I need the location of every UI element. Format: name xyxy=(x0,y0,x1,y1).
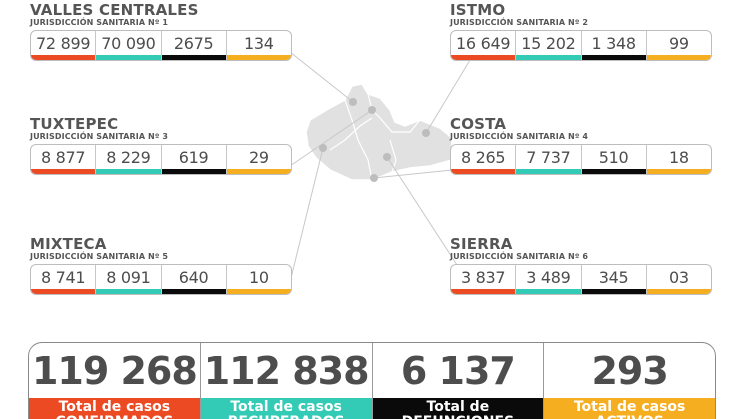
deaths-cell: 1 348 xyxy=(581,31,647,60)
region-name: SIERRA xyxy=(450,235,513,253)
active-cell: 03 xyxy=(646,265,711,294)
confirmed-cell: 8 741 xyxy=(31,265,97,294)
total-recovered-label: Total de casos RECUPERADOS xyxy=(200,398,372,419)
confirmed-value: 16 649 xyxy=(456,34,511,53)
region-tuxtepec: TUXTEPEC JURISDICCIÓN SANITARIA Nº 3 8 8… xyxy=(30,117,292,175)
total-active-label: Total de casos ACTIVOS xyxy=(544,398,715,419)
region-mixteca: MIXTECA JURISDICCIÓN SANITARIA Nº 5 8 74… xyxy=(30,237,292,295)
region-name: ISTMO xyxy=(450,1,506,19)
deaths-cell: 619 xyxy=(161,145,227,174)
active-cell: 134 xyxy=(226,31,291,60)
region-stats: 72 899 70 090 2675 134 xyxy=(30,30,292,61)
deaths-value: 345 xyxy=(598,268,629,287)
confirmed-value: 8 265 xyxy=(460,148,506,167)
active-value: 18 xyxy=(668,148,689,167)
total-recovered: 112 838 Total de casos RECUPERADOS xyxy=(200,343,373,419)
confirmed-cell: 72 899 xyxy=(31,31,97,60)
region-jurisdiction: JURISDICCIÓN SANITARIA Nº 1 xyxy=(30,18,169,27)
recovered-value: 3 489 xyxy=(526,268,571,287)
recovered-value: 7 737 xyxy=(526,148,571,167)
deaths-cell: 345 xyxy=(581,265,647,294)
confirmed-value: 8 741 xyxy=(40,268,86,287)
recovered-value: 8 091 xyxy=(106,268,151,287)
total-deaths-value: 6 137 xyxy=(400,348,516,393)
active-cell: 99 xyxy=(646,31,711,60)
region-sierra: SIERRA JURISDICCIÓN SANITARIA Nº 6 3 837… xyxy=(450,237,712,295)
region-jurisdiction: JURISDICCIÓN SANITARIA Nº 3 xyxy=(30,132,169,141)
confirmed-cell: 16 649 xyxy=(451,31,517,60)
recovered-cell: 8 229 xyxy=(96,145,162,174)
region-stats: 8 741 8 091 640 10 xyxy=(30,264,292,295)
active-cell: 10 xyxy=(226,265,291,294)
total-deaths: 6 137 Total de DEFUNCIONES xyxy=(372,343,545,419)
active-value: 29 xyxy=(248,148,269,167)
total-deaths-label: Total de DEFUNCIONES xyxy=(372,398,544,419)
recovered-value: 15 202 xyxy=(521,34,576,53)
region-stats: 3 837 3 489 345 03 xyxy=(450,264,712,295)
region-istmo: ISTMO JURISDICCIÓN SANITARIA Nº 2 16 649… xyxy=(450,3,712,61)
map-shape xyxy=(305,83,453,181)
recovered-cell: 7 737 xyxy=(516,145,582,174)
deaths-cell: 2675 xyxy=(161,31,227,60)
total-active-value: 293 xyxy=(591,348,668,393)
region-name: VALLES CENTRALES xyxy=(30,1,199,19)
confirmed-value: 3 837 xyxy=(460,268,506,287)
active-value: 03 xyxy=(668,268,689,287)
recovered-cell: 70 090 xyxy=(96,31,162,60)
region-jurisdiction: JURISDICCIÓN SANITARIA Nº 4 xyxy=(450,132,589,141)
totals-panel: 119 268 Total de casos CONFIRMADOS 112 8… xyxy=(28,342,716,419)
region-stats: 8 877 8 229 619 29 xyxy=(30,144,292,175)
recovered-cell: 15 202 xyxy=(516,31,582,60)
confirmed-value: 72 899 xyxy=(36,34,91,53)
deaths-cell: 510 xyxy=(581,145,647,174)
region-name: TUXTEPEC xyxy=(30,115,119,133)
region-name: MIXTECA xyxy=(30,235,107,253)
total-confirmed-value: 119 268 xyxy=(31,348,198,393)
active-value: 99 xyxy=(668,34,689,53)
total-confirmed: 119 268 Total de casos CONFIRMADOS xyxy=(29,343,201,419)
deaths-value: 510 xyxy=(598,148,629,167)
recovered-cell: 8 091 xyxy=(96,265,162,294)
total-recovered-value: 112 838 xyxy=(203,348,370,393)
deaths-value: 1 348 xyxy=(591,34,636,53)
confirmed-cell: 8 265 xyxy=(451,145,517,174)
confirmed-cell: 8 877 xyxy=(31,145,97,174)
deaths-value: 640 xyxy=(178,268,209,287)
active-value: 134 xyxy=(244,34,274,53)
region-costa: COSTA JURISDICCIÓN SANITARIA Nº 4 8 265 … xyxy=(450,117,712,175)
active-cell: 18 xyxy=(646,145,711,174)
region-name: COSTA xyxy=(450,115,507,133)
region-stats: 8 265 7 737 510 18 xyxy=(450,144,712,175)
confirmed-value: 8 877 xyxy=(40,148,86,167)
region-jurisdiction: JURISDICCIÓN SANITARIA Nº 2 xyxy=(450,18,589,27)
region-valles-centrales: VALLES CENTRALES JURISDICCIÓN SANITARIA … xyxy=(30,3,292,61)
confirmed-cell: 3 837 xyxy=(451,265,517,294)
region-jurisdiction: JURISDICCIÓN SANITARIA Nº 6 xyxy=(450,252,589,261)
total-confirmed-label: Total de casos CONFIRMADOS xyxy=(29,398,200,419)
active-value: 10 xyxy=(248,268,269,287)
active-cell: 29 xyxy=(226,145,291,174)
region-jurisdiction: JURISDICCIÓN SANITARIA Nº 5 xyxy=(30,252,169,261)
recovered-cell: 3 489 xyxy=(516,265,582,294)
total-active: 293 Total de casos ACTIVOS xyxy=(544,343,715,419)
recovered-value: 8 229 xyxy=(106,148,151,167)
recovered-value: 70 090 xyxy=(101,34,156,53)
region-stats: 16 649 15 202 1 348 99 xyxy=(450,30,712,61)
deaths-value: 619 xyxy=(178,148,209,167)
deaths-value: 2675 xyxy=(173,34,214,53)
deaths-cell: 640 xyxy=(161,265,227,294)
